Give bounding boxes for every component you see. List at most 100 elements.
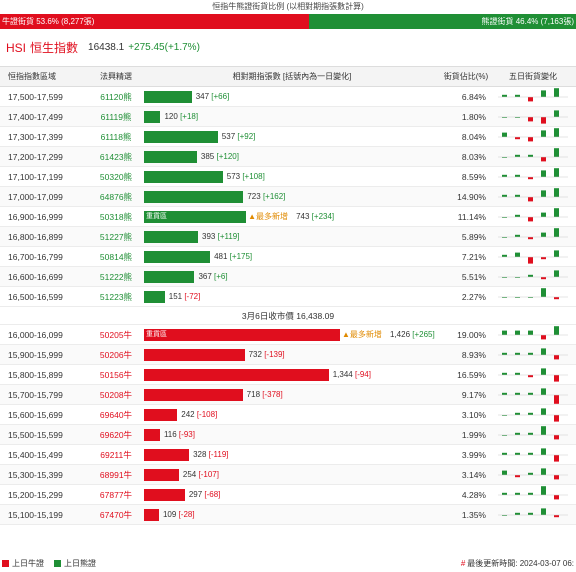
five-day-bar	[515, 452, 520, 455]
table-row[interactable]: 15,400-15,499 69211牛 328 [-119] 3.99%	[0, 445, 576, 465]
five-day-bar	[541, 468, 546, 475]
contracts-value: 116 [-93]	[164, 425, 195, 445]
table-row[interactable]: 16,700-16,799 50814熊 481 [+175] 7.21%	[0, 247, 576, 267]
five-day-sparkline	[498, 188, 568, 202]
warrant-link[interactable]: 61118熊	[100, 132, 132, 142]
table-row[interactable]: 16,800-16,899 51227熊 393 [+119] 5.89%	[0, 227, 576, 247]
contracts-change: [-93]	[176, 430, 195, 439]
five-day-sparkline	[498, 228, 568, 240]
contracts-cell: 385 [+120]	[142, 147, 442, 167]
table-row[interactable]: 16,600-16,699 51222熊 367 [+6] 5.51%	[0, 267, 576, 287]
share-cell: 8.03%	[461, 152, 486, 162]
table-row[interactable]: 17,200-17,299 61423熊 385 [+120] 8.03%	[0, 147, 576, 167]
warrant-link[interactable]: 67470牛	[99, 510, 133, 520]
five-day-cell	[490, 385, 576, 404]
five-day-bar	[502, 117, 507, 118]
warrant-link[interactable]: 50206牛	[99, 350, 133, 360]
contracts-number: 732	[248, 350, 262, 359]
five-day-bar	[541, 508, 546, 515]
share-cell: 11.14%	[457, 212, 486, 222]
table-header: 恒指指數區域 法興精選 相對期指張數 [括號內為一日變化] 街貨佔比(%) 五日…	[0, 67, 576, 87]
warrant-link[interactable]: 51222熊	[99, 272, 133, 282]
table-row[interactable]: 15,700-15,799 50208牛 718 [-378] 9.17%	[0, 385, 576, 405]
warrant-link[interactable]: 68991牛	[99, 470, 133, 480]
five-day-bar	[502, 217, 507, 218]
five-day-bar	[502, 492, 507, 495]
table-row[interactable]: 15,900-15,999 50206牛 732 [-139] 8.93%	[0, 345, 576, 365]
five-day-cell	[490, 207, 576, 226]
warrant-link[interactable]: 50814熊	[99, 252, 133, 262]
five-day-bar	[554, 395, 559, 404]
warrant-link[interactable]: 69620牛	[99, 430, 133, 440]
table-row[interactable]: 15,600-15,699 69640牛 242 [-108] 3.10%	[0, 405, 576, 425]
warrant-link[interactable]: 50156牛	[99, 370, 133, 380]
five-day-bar	[528, 297, 533, 298]
table-row[interactable]: 16,500-16,599 51223熊 151 [-72] 2.27%	[0, 287, 576, 307]
warrant-link[interactable]: 50205牛	[99, 330, 133, 340]
five-day-bar	[528, 257, 533, 264]
warrant-link[interactable]: 61120熊	[100, 92, 132, 102]
table-row[interactable]: 15,500-15,599 69620牛 116 [-93] 1.99%	[0, 425, 576, 445]
bear-ratio-label: 熊證街貨 46.4% (7,163張)	[481, 17, 574, 26]
table-row[interactable]: 16,900-16,999 50318熊 重貨區 ▲最多新增 743 [+234] 11.…	[0, 207, 576, 227]
contracts-value: 109 [-28]	[163, 505, 195, 525]
five-day-sparkline	[498, 368, 568, 382]
table-row[interactable]: 17,000-17,099 64876熊 723 [+162] 14.90%	[0, 187, 576, 207]
five-day-bar	[528, 237, 533, 240]
table-row[interactable]: 16,000-16,099 50205牛 重貨區 ▲最多新增 1,426 [+265] 1…	[0, 325, 576, 345]
five-day-bar	[515, 432, 520, 435]
legend-bull-label: 上日牛證	[12, 558, 44, 568]
five-day-bar	[528, 472, 533, 475]
index-name[interactable]: 恒生指數	[30, 41, 79, 55]
bear-table: 17,500-17,599 61120熊 347 [+66] 6.84% 17,400-…	[0, 87, 576, 307]
table-row[interactable]: 15,100-15,199 67470牛 109 [-28] 1.35%	[0, 505, 576, 525]
share-cell: 5.89%	[461, 232, 486, 242]
warrant-link[interactable]: 67877牛	[99, 490, 133, 500]
five-day-bar	[502, 470, 507, 475]
range-cell: 15,700-15,799	[8, 390, 63, 400]
warrant-link[interactable]: 51227熊	[99, 232, 133, 242]
contracts-change: [-28]	[176, 510, 195, 519]
warrant-link[interactable]: 64876熊	[99, 192, 133, 202]
share-cell: 19.00%	[457, 330, 486, 340]
warrant-link[interactable]: 69640牛	[99, 410, 133, 420]
table-row[interactable]: 17,300-17,399 61118熊 537 [+92] 8.04%	[0, 127, 576, 147]
warrant-link[interactable]: 50208牛	[99, 390, 133, 400]
contracts-change: [+162]	[260, 192, 286, 201]
table-row[interactable]: 17,400-17,499 61119熊 120 [+18] 1.80%	[0, 107, 576, 127]
index-code[interactable]: HSI	[6, 40, 27, 55]
warrant-link[interactable]: 69211牛	[100, 450, 132, 460]
five-day-bar	[554, 495, 559, 500]
table-row[interactable]: 15,300-15,399 68991牛 254 [-107] 3.14%	[0, 465, 576, 485]
contracts-value: 573 [+108]	[227, 167, 265, 187]
five-day-cell	[490, 365, 576, 384]
bear-contracts-bar	[144, 291, 165, 303]
table-row[interactable]: 17,500-17,599 61120熊 347 [+66] 6.84%	[0, 87, 576, 107]
five-day-cell	[490, 445, 576, 464]
contracts-cell: 1,344 [-94]	[142, 365, 442, 385]
table-row[interactable]: 15,200-15,299 67877牛 297 [-68] 4.28%	[0, 485, 576, 505]
share-cell: 2.27%	[461, 292, 486, 302]
five-day-sparkline	[498, 388, 568, 404]
range-cell: 15,900-15,999	[8, 350, 63, 360]
table-row[interactable]: 15,800-15,899 50156牛 1,344 [-94] 16.59%	[0, 365, 576, 385]
five-day-bar	[541, 277, 546, 280]
new-high-tag: ▲最多新增	[248, 212, 289, 221]
warrant-link[interactable]: 51223熊	[99, 292, 133, 302]
warrant-link[interactable]: 50320熊	[99, 172, 133, 182]
warrant-link[interactable]: 50318熊	[99, 212, 133, 222]
update-time-text: 最後更新時間: 2024-03-07 06:	[467, 558, 574, 568]
five-day-bar	[528, 452, 533, 455]
contracts-number: 120	[164, 112, 178, 121]
contracts-cell: 116 [-93]	[142, 425, 442, 445]
five-day-cell	[490, 227, 576, 246]
contracts-value: 743 [+234]	[296, 207, 334, 227]
legend-bull-swatch	[2, 559, 9, 567]
contracts-change: [+120]	[214, 152, 239, 161]
contracts-cell: 718 [-378]	[142, 385, 442, 405]
five-day-bar	[502, 277, 507, 278]
table-row[interactable]: 17,100-17,199 50320熊 573 [+108] 8.59%	[0, 167, 576, 187]
warrant-link[interactable]: 61119熊	[100, 112, 132, 122]
warrant-link[interactable]: 61423熊	[99, 152, 133, 162]
five-day-bar	[554, 110, 559, 117]
